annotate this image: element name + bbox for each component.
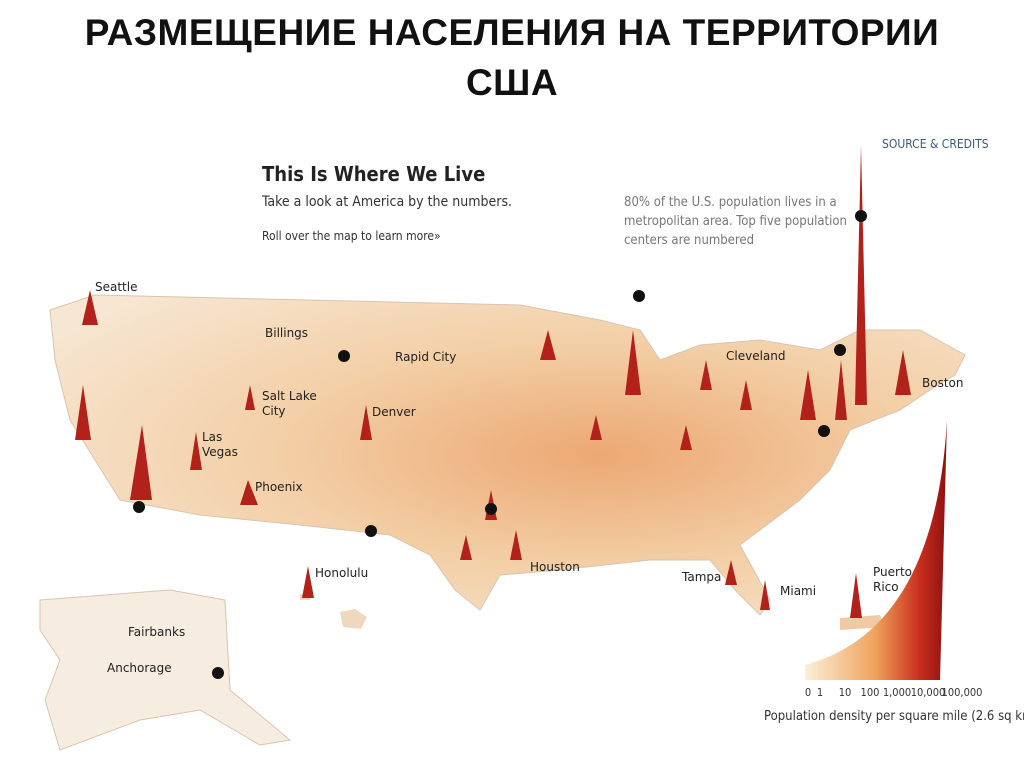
legend-tick-label: 100 xyxy=(860,686,880,699)
alaska xyxy=(39,589,292,751)
legend-tick-label: 1 xyxy=(816,686,824,699)
city-label: Fairbanks xyxy=(128,625,186,639)
city-label: Las Vegas xyxy=(202,430,238,459)
population-centers xyxy=(133,210,867,679)
legend-tick-label: 10,000 xyxy=(910,686,946,699)
legend-tick-label: 10 xyxy=(838,686,852,699)
legend-scale xyxy=(805,420,947,680)
map-subheader: Take a look at America by the numbers. xyxy=(262,194,513,210)
city-label: Houston xyxy=(530,560,580,574)
legend-tick-label: 100,000 xyxy=(941,686,983,699)
city-label: Seattle xyxy=(95,280,138,294)
city-label: Tampa xyxy=(682,570,722,584)
legend-title: Population density per square mile (2.6 … xyxy=(764,709,1024,724)
map-note: 80% of the U.S. population lives in a me… xyxy=(624,195,847,248)
city-label: Denver xyxy=(372,405,416,419)
instruction: Roll over the map to learn more» xyxy=(262,229,441,243)
city-label: Cleveland xyxy=(726,349,786,363)
source-credits: SOURCE & CREDITS xyxy=(882,137,989,151)
legend-tick-label: 0 xyxy=(804,686,812,699)
city-label: Phoenix xyxy=(255,480,303,494)
map-header: This Is Where We Live xyxy=(262,162,486,186)
hawaii xyxy=(300,594,367,629)
city-label: Rapid City xyxy=(395,350,457,364)
legend-tick-label: 1,000 xyxy=(882,686,912,699)
us-mainland xyxy=(49,294,966,616)
city-label: Boston xyxy=(922,376,964,390)
city-label: Anchorage xyxy=(107,661,172,675)
slide-title: РАЗМЕЩЕНИЕ НАСЕЛЕНИЯ НА ТЕРРИТОРИИ США xyxy=(84,12,940,103)
city-label: Puerto Rico xyxy=(873,565,912,594)
city-label: Honolulu xyxy=(315,566,369,580)
city-label: Miami xyxy=(780,584,817,598)
city-label: Billings xyxy=(265,326,309,340)
city-label: Salt Lake City xyxy=(262,389,317,418)
puerto-rico xyxy=(840,615,885,630)
